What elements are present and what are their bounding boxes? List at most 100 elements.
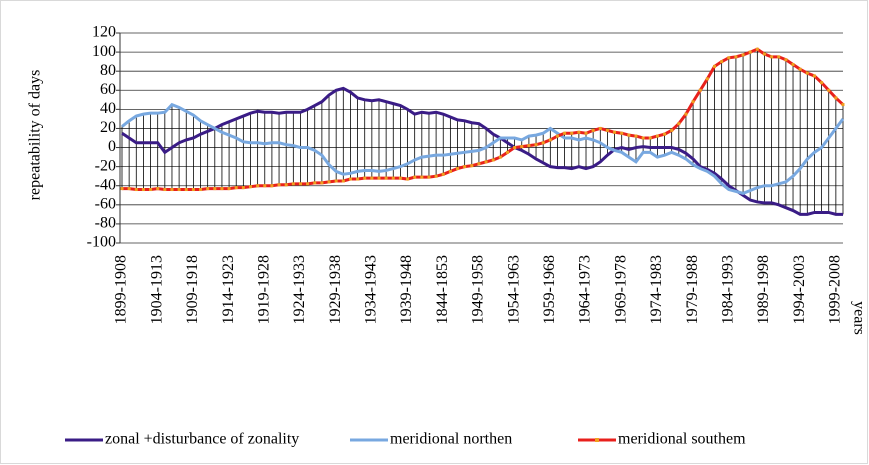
series-marker (470, 164, 474, 168)
series-marker (755, 47, 759, 51)
series-marker (784, 58, 788, 62)
series-marker (334, 179, 338, 183)
x-tick-label: 1939-1948 (398, 255, 415, 324)
series-marker (206, 187, 210, 191)
x-axis-label: years (850, 301, 867, 335)
series-marker (762, 52, 766, 56)
series-marker (191, 188, 195, 192)
series-marker (384, 176, 388, 180)
series-marker (456, 167, 460, 171)
series-marker (605, 128, 609, 132)
series-line (121, 102, 845, 195)
series-marker (698, 88, 702, 92)
series-marker (634, 134, 638, 138)
series-marker (655, 134, 659, 138)
series-marker (448, 169, 452, 173)
series-marker (820, 81, 824, 85)
series-marker (577, 130, 581, 134)
series-marker (263, 184, 267, 188)
series-marker (284, 183, 288, 187)
series-marker (348, 177, 352, 181)
series-marker (463, 165, 467, 169)
series-marker (591, 128, 595, 132)
series-marker (713, 64, 717, 68)
series-marker (256, 184, 260, 188)
x-tick-label: 1934-1943 (363, 255, 380, 324)
series-marker (406, 177, 410, 181)
series-marker (184, 188, 188, 192)
series-marker (705, 77, 709, 81)
series-marker (491, 158, 495, 162)
series-marker (770, 55, 774, 59)
series-marker (234, 186, 238, 190)
series-marker (570, 131, 574, 135)
y-tick-label: -20 (95, 157, 116, 174)
series-marker (120, 187, 124, 191)
series-marker (213, 187, 217, 191)
series-marker (320, 181, 324, 185)
series-marker (727, 56, 731, 60)
series-marker (620, 131, 624, 135)
x-tick-label: 1994-2003 (791, 255, 808, 324)
series-marker (684, 112, 688, 116)
x-tick-label: 1984-1993 (719, 255, 736, 324)
series-marker (391, 176, 395, 180)
series-marker (420, 175, 424, 179)
series-marker (613, 130, 617, 134)
series-marker (777, 55, 781, 59)
series-marker (548, 138, 552, 142)
series-marker (791, 63, 795, 66)
x-tick-label: 1914-1923 (220, 255, 237, 324)
series-marker (127, 187, 131, 191)
series-marker (291, 182, 295, 186)
series-marker (141, 188, 145, 192)
y-tick-label: 120 (92, 24, 116, 41)
series-marker (641, 136, 645, 140)
x-tick-label: 1979-1988 (684, 255, 701, 324)
series-marker (534, 143, 538, 147)
x-tick-label: 1919-1928 (255, 255, 272, 324)
y-tick-label: 80 (100, 62, 116, 79)
series-marker (627, 133, 631, 137)
y-tick-label: 60 (100, 81, 116, 98)
x-tick-label: 1959-1968 (541, 255, 558, 324)
series-marker (541, 141, 545, 145)
series-marker (748, 50, 752, 54)
series-marker (555, 134, 559, 138)
series-marker (484, 160, 488, 164)
series-marker (527, 144, 531, 148)
series-marker (670, 128, 674, 132)
series-marker (841, 103, 845, 107)
series-line (121, 86, 843, 216)
series-marker (363, 176, 367, 180)
series-marker (498, 155, 502, 159)
x-tick-label: 1904-1913 (148, 255, 165, 324)
x-tick-label: 1929-1938 (327, 255, 344, 324)
series-marker (798, 67, 802, 71)
series-marker (199, 188, 203, 192)
x-tick-label: 1844-1853 (434, 255, 451, 324)
series-marker (520, 145, 524, 149)
y-tick-label: -80 (95, 215, 116, 232)
y-tick-label: -40 (95, 176, 116, 193)
y-tick-label: 20 (100, 119, 116, 136)
series-marker (413, 175, 417, 179)
series-marker (356, 177, 360, 181)
y-tick-label: 100 (92, 43, 116, 60)
x-tick-label: 1899-1908 (113, 255, 130, 324)
series-marker (370, 176, 374, 180)
series-marker (377, 176, 381, 180)
x-tick-label: 1954-1963 (505, 255, 522, 324)
series-marker (720, 60, 724, 64)
series-marker (834, 96, 838, 100)
legend-label: meridional northen (390, 431, 512, 448)
legend-label: zonal +disturbance of zonality (105, 431, 299, 448)
series-marker (134, 188, 138, 192)
series-marker (156, 187, 160, 191)
x-tick-label: 1949-1958 (470, 255, 487, 324)
x-tick-label: 1924-1933 (291, 255, 308, 324)
series-marker (434, 174, 438, 178)
series-marker (149, 188, 153, 192)
